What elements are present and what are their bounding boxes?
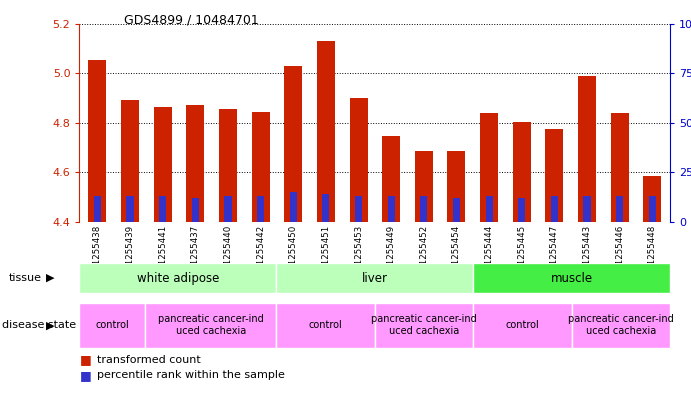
Text: muscle: muscle xyxy=(551,272,593,285)
Text: ▶: ▶ xyxy=(46,273,54,283)
Text: tissue: tissue xyxy=(8,273,41,283)
Text: percentile rank within the sample: percentile rank within the sample xyxy=(97,370,285,380)
Bar xyxy=(611,113,629,222)
Bar xyxy=(276,303,375,348)
Bar xyxy=(79,303,145,348)
Bar xyxy=(121,101,139,222)
Bar xyxy=(187,105,205,222)
Bar xyxy=(290,192,297,222)
Bar xyxy=(382,136,400,222)
Text: pancreatic cancer-ind
uced cachexia: pancreatic cancer-ind uced cachexia xyxy=(158,314,264,336)
Bar xyxy=(578,76,596,222)
Text: ■: ■ xyxy=(79,369,91,382)
Bar xyxy=(94,196,101,222)
Text: pancreatic cancer-ind
uced cachexia: pancreatic cancer-ind uced cachexia xyxy=(371,314,477,336)
Text: control: control xyxy=(506,320,540,330)
Text: control: control xyxy=(309,320,343,330)
Bar xyxy=(317,41,335,222)
Bar xyxy=(126,196,133,222)
Text: pancreatic cancer-ind
uced cachexia: pancreatic cancer-ind uced cachexia xyxy=(568,314,674,336)
Bar xyxy=(219,109,237,222)
Text: control: control xyxy=(95,320,129,330)
Bar xyxy=(257,196,264,222)
Bar xyxy=(145,303,276,348)
Text: white adipose: white adipose xyxy=(137,272,219,285)
Text: ▶: ▶ xyxy=(46,320,54,330)
Bar xyxy=(153,107,171,222)
Bar xyxy=(420,196,428,222)
Bar xyxy=(583,196,591,222)
Text: GDS4899 / 10484701: GDS4899 / 10484701 xyxy=(124,14,259,27)
Bar xyxy=(355,196,362,222)
Bar xyxy=(473,263,670,293)
Bar xyxy=(448,151,466,222)
Bar xyxy=(415,151,433,222)
Bar xyxy=(545,129,563,222)
Bar xyxy=(322,194,330,222)
Bar xyxy=(518,198,525,222)
Bar xyxy=(473,303,571,348)
Bar xyxy=(649,196,656,222)
Bar xyxy=(191,198,199,222)
Bar xyxy=(88,60,106,222)
Bar xyxy=(350,98,368,222)
Bar xyxy=(252,112,269,222)
Text: ■: ■ xyxy=(79,353,91,366)
Bar xyxy=(375,303,473,348)
Bar xyxy=(513,121,531,222)
Bar xyxy=(616,196,623,222)
Text: disease state: disease state xyxy=(2,320,76,330)
Bar xyxy=(159,196,167,222)
Bar xyxy=(551,196,558,222)
Text: liver: liver xyxy=(362,272,388,285)
Bar xyxy=(643,176,661,222)
Bar xyxy=(284,66,302,222)
Bar xyxy=(79,263,276,293)
Bar xyxy=(388,196,395,222)
Bar xyxy=(276,263,473,293)
Bar xyxy=(480,113,498,222)
Text: transformed count: transformed count xyxy=(97,354,200,365)
Bar xyxy=(225,196,231,222)
Bar xyxy=(486,196,493,222)
Bar xyxy=(571,303,670,348)
Bar xyxy=(453,198,460,222)
